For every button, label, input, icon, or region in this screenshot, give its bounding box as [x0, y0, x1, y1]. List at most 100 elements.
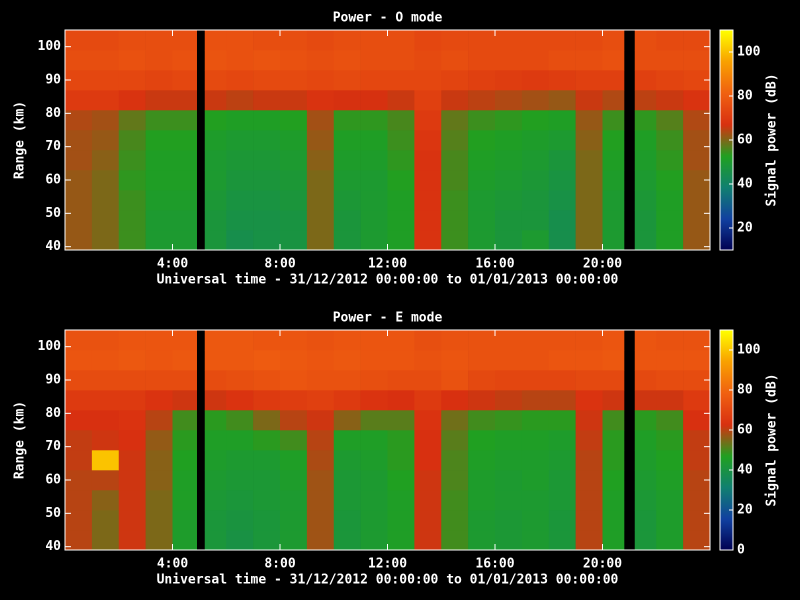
heatmap-cell — [548, 450, 576, 471]
colorbar-swatch — [720, 102, 733, 105]
heatmap-cell — [634, 530, 657, 551]
colorbar-swatch — [720, 126, 733, 129]
heatmap-cell — [683, 30, 711, 51]
heatmap-cell — [253, 30, 281, 51]
colorbar-swatch — [720, 468, 733, 471]
heatmap-cell — [495, 50, 523, 71]
colorbar-swatch — [720, 346, 733, 349]
heatmap-cell — [683, 130, 711, 151]
colorbar-swatch — [720, 370, 733, 373]
heatmap-cell — [91, 90, 120, 111]
heatmap-cell — [253, 450, 281, 471]
colorbar-swatch — [720, 466, 733, 469]
heatmap-cell — [441, 70, 469, 91]
heatmap-cell — [634, 430, 657, 451]
heatmap-cell — [306, 190, 335, 211]
heatmap-cell — [634, 410, 657, 431]
heatmap-cell — [575, 210, 603, 231]
colorbar-swatch — [720, 458, 733, 461]
colorbar-swatch — [720, 486, 733, 489]
heatmap-cell — [656, 470, 684, 491]
heatmap-cell — [280, 370, 308, 391]
colorbar-swatch — [720, 94, 733, 97]
colorbar-swatch — [720, 376, 733, 379]
heatmap-cell — [306, 470, 335, 491]
heatmap-cell — [683, 150, 711, 171]
heatmap-cell — [468, 390, 496, 411]
colorbar-swatch — [720, 398, 733, 401]
heatmap-cell — [65, 210, 93, 231]
colorbar-swatch — [720, 210, 733, 213]
heatmap-cell — [548, 170, 576, 191]
heatmap-cell — [683, 230, 711, 251]
heatmap-cell — [495, 230, 523, 251]
heatmap-cell — [118, 190, 146, 211]
heatmap-cell — [145, 110, 173, 131]
heatmap-cell — [226, 450, 254, 471]
heatmap-cell — [226, 110, 254, 131]
heatmap-cell — [468, 110, 496, 131]
colorbar-swatch — [720, 146, 733, 149]
colorbar-swatch — [720, 512, 733, 515]
colorbar-swatch — [720, 516, 733, 519]
colorbar-swatch — [720, 76, 733, 79]
colorbar-swatch — [720, 470, 733, 473]
heatmap-cell — [495, 90, 523, 111]
heatmap-cell — [360, 430, 388, 451]
heatmap-cell — [118, 170, 146, 191]
heatmap-cell — [204, 530, 227, 551]
heatmap-cell — [226, 190, 254, 211]
heatmap-cell — [360, 30, 388, 51]
heatmap-cell — [333, 110, 361, 131]
heatmap-cell — [414, 210, 442, 231]
heatmap-cell — [683, 370, 711, 391]
heatmap-cell — [360, 70, 388, 91]
heatmap-cell — [65, 30, 93, 51]
colorbar-swatch — [720, 118, 733, 121]
heatmap-cell — [634, 90, 657, 111]
heatmap-cell — [521, 70, 550, 91]
heatmap-cell — [65, 410, 93, 431]
heatmap-cell — [414, 130, 442, 151]
heatmap-cell — [575, 90, 603, 111]
heatmap-cell — [683, 170, 711, 191]
heatmap-cell — [602, 170, 625, 191]
colorbar-tick-label: 0 — [737, 543, 745, 558]
colorbar-swatch — [720, 372, 733, 375]
heatmap-cell — [172, 190, 197, 211]
heatmap-cell — [280, 390, 308, 411]
heatmap-cell — [634, 30, 657, 51]
colorbar-swatch — [720, 390, 733, 393]
heatmap-cell — [495, 130, 523, 151]
heatmap-cell — [656, 430, 684, 451]
colorbar-swatch — [720, 132, 733, 135]
heatmap-cell — [468, 370, 496, 391]
heatmap-cell — [204, 210, 227, 231]
heatmap-cell — [65, 450, 93, 471]
colorbar-swatch — [720, 204, 733, 207]
heatmap-cell — [65, 490, 93, 511]
heatmap-cell — [118, 210, 146, 231]
colorbar-swatch — [720, 212, 733, 215]
heatmap-cell — [280, 350, 308, 371]
heatmap-cell — [253, 150, 281, 171]
heatmap-cell — [683, 510, 711, 531]
heatmap-cell — [575, 470, 603, 491]
heatmap-cell — [575, 390, 603, 411]
heatmap-cell — [441, 330, 469, 351]
heatmap-cell — [441, 350, 469, 371]
heatmap-cell — [145, 170, 173, 191]
heatmap-cell — [495, 450, 523, 471]
heatmap-cell — [521, 30, 550, 51]
colorbar-swatch — [720, 386, 733, 389]
heatmap-cell — [145, 350, 173, 371]
colorbar-swatch — [720, 40, 733, 43]
colorbar-swatch — [720, 114, 733, 117]
colorbar-swatch — [720, 536, 733, 539]
x-tick-label: 12:00 — [368, 557, 407, 572]
colorbar-swatch — [720, 484, 733, 487]
heatmap-cell — [360, 510, 388, 531]
colorbar-swatch — [720, 488, 733, 491]
colorbar-swatch — [720, 406, 733, 409]
